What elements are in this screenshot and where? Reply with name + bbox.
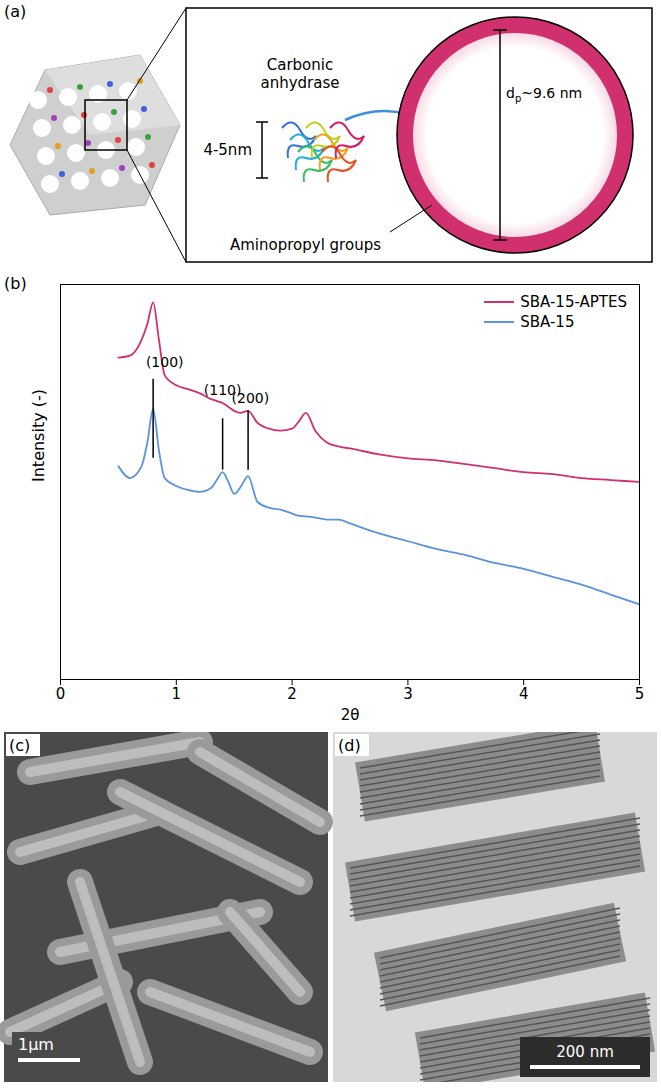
html-text:SBA-15: SBA-15 — [520, 313, 575, 331]
svg-text:1: 1 — [172, 685, 182, 703]
svg-text:0: 0 — [56, 685, 66, 703]
svg-text:5: 5 — [635, 685, 645, 703]
svg-text:1μm: 1μm — [18, 1035, 54, 1054]
svg-text:4-5nm: 4-5nm — [203, 141, 252, 159]
svg-text:(c): (c) — [9, 736, 30, 755]
html-text:SBA-15-APTES: SBA-15-APTES — [520, 293, 627, 311]
svg-text:(d): (d) — [338, 736, 361, 755]
svg-text:200 nm: 200 nm — [556, 1043, 614, 1061]
svg-text:(200): (200) — [232, 390, 270, 406]
svg-text:(100): (100) — [146, 354, 184, 370]
svg-text:Carbonicanhydrase: Carbonicanhydrase — [260, 56, 339, 92]
svg-text:Intensity (-): Intensity (-) — [29, 389, 48, 482]
svg-text:3: 3 — [403, 685, 413, 703]
svg-text:2θ: 2θ — [341, 706, 360, 724]
svg-text:Aminopropyl groups: Aminopropyl groups — [230, 236, 381, 254]
svg-text:(110): (110) — [203, 382, 242, 399]
svg-text:2: 2 — [287, 685, 297, 703]
html-text:(b): (b) — [4, 274, 27, 293]
svg-text:dp~9.6 nm: dp~9.6 nm — [506, 85, 582, 104]
html-text:(a): (a) — [4, 2, 27, 21]
svg-text:4: 4 — [519, 685, 529, 703]
